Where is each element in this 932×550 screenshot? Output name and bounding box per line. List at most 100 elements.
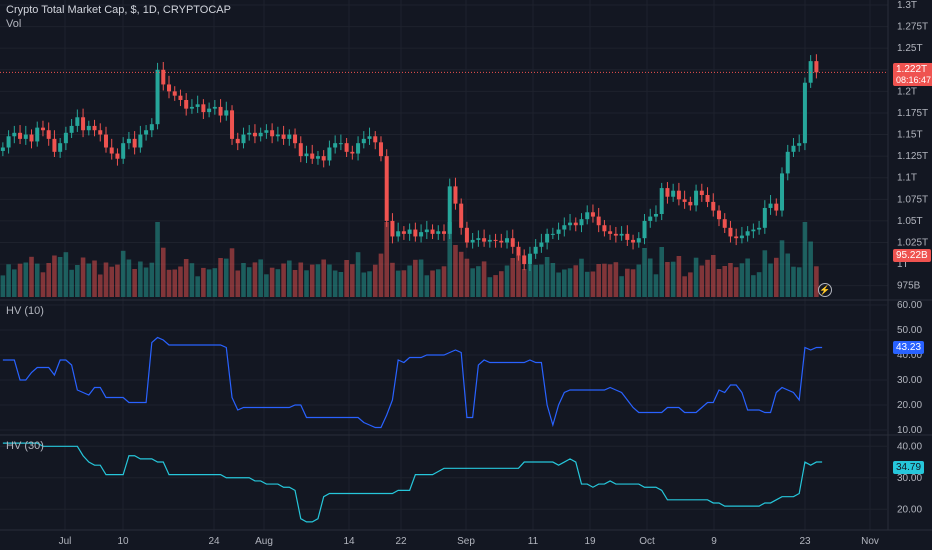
- candle-body: [212, 106, 217, 109]
- candle-body: [189, 106, 194, 109]
- candle-body: [797, 143, 802, 146]
- candle-body: [81, 117, 86, 131]
- candle-body: [648, 216, 653, 221]
- volume-bar: [52, 255, 57, 297]
- candle-body: [103, 134, 108, 148]
- candle-body: [69, 125, 74, 133]
- volume-bar: [132, 269, 137, 297]
- volume-bar: [602, 263, 607, 297]
- candle-body: [115, 153, 120, 159]
- candles: [0, 54, 888, 271]
- time-tick-label: Nov: [861, 536, 879, 547]
- volume-bar: [573, 265, 579, 297]
- hv10-tick-label: 40.00: [897, 350, 922, 361]
- candle-body: [161, 69, 166, 85]
- candle-body: [711, 201, 716, 211]
- volume-bar: [430, 270, 435, 297]
- volume-bar: [625, 268, 630, 297]
- candle-body: [12, 132, 17, 137]
- volume-bar: [378, 253, 384, 297]
- volume-bar: [745, 258, 750, 297]
- volume-bar: [590, 271, 596, 297]
- candle-body: [487, 239, 492, 242]
- candle-body: [493, 239, 498, 241]
- candle-body: [413, 229, 418, 237]
- hv30-tick-label: 20.00: [897, 504, 922, 515]
- price-tick-label: 1.075T: [897, 194, 928, 205]
- volume-bar: [6, 264, 11, 297]
- volume-bar: [688, 272, 693, 297]
- volume-bar: [527, 264, 533, 297]
- time-tick-label: 14: [343, 536, 355, 547]
- candle-body: [46, 130, 51, 139]
- volume-bar: [183, 259, 189, 297]
- volume-bar: [802, 222, 808, 297]
- volume-bar: [424, 275, 430, 297]
- candle-body: [367, 136, 372, 139]
- hv10-tick-label: 20.00: [897, 400, 922, 411]
- volume-bar: [344, 260, 349, 297]
- price-tick-label: 1.175T: [897, 108, 928, 119]
- candle-body: [321, 156, 326, 161]
- candle-body: [333, 143, 338, 148]
- candle-body: [40, 127, 45, 131]
- volume-bar: [676, 256, 682, 297]
- volume-bar: [29, 256, 34, 297]
- time-tick-label: Oct: [639, 536, 655, 547]
- volume-tag: 95.22B: [893, 249, 931, 262]
- volume-bar: [470, 268, 475, 297]
- volume-bar: [69, 269, 74, 297]
- volume-bar: [533, 264, 538, 297]
- volume-bar: [699, 265, 705, 297]
- volume-bar: [447, 222, 453, 297]
- volume-bar: [647, 258, 653, 297]
- candle-body: [499, 240, 504, 243]
- volume-bar: [550, 263, 556, 297]
- last-price-tag: 1.222T 08:16:47: [893, 63, 932, 86]
- volume-bar: [126, 259, 132, 297]
- candle-body: [98, 130, 103, 135]
- volume-bar: [309, 264, 315, 297]
- volume-bar: [281, 263, 286, 297]
- volume-bars: [0, 222, 819, 297]
- volume-bar: [579, 258, 584, 297]
- volume-bar: [390, 262, 395, 297]
- candle-body: [705, 195, 710, 202]
- volume-bar: [361, 272, 367, 297]
- hv10-tick-label: 60.00: [897, 300, 922, 311]
- candle-body: [327, 147, 332, 161]
- price-tick-label: 1T: [897, 259, 909, 270]
- price-tick-label: 1.275T: [897, 22, 928, 33]
- volume-bar: [751, 275, 756, 297]
- candle-body: [470, 239, 475, 243]
- candle-body: [18, 132, 23, 139]
- candle-body: [682, 199, 687, 202]
- candle-body: [235, 138, 240, 144]
- volume-bar: [166, 269, 172, 297]
- last-price-value: 1.222T: [896, 64, 928, 75]
- candle-body: [218, 106, 223, 116]
- volume-bar: [80, 257, 86, 297]
- volume-bar: [367, 271, 372, 297]
- volume-bar: [630, 269, 636, 297]
- volume-bar: [224, 258, 229, 297]
- candle-body: [224, 110, 229, 116]
- volume-bar: [321, 259, 326, 297]
- volume-bar: [756, 272, 762, 297]
- volume-bar: [441, 266, 447, 297]
- candle-body: [252, 132, 257, 137]
- replay-icon[interactable]: ⚡: [818, 283, 832, 297]
- volume-bar: [510, 258, 516, 297]
- candle-body: [424, 229, 429, 233]
- candle-body: [699, 190, 704, 195]
- volume-bar: [92, 260, 97, 297]
- time-tick-label: 19: [584, 536, 596, 547]
- volume-bar: [287, 260, 292, 297]
- candle-body: [293, 134, 298, 144]
- candle-body: [579, 219, 584, 226]
- volume-bar: [636, 264, 642, 297]
- volume-bar: [372, 264, 378, 297]
- volume-bar: [40, 272, 46, 297]
- candle-body: [510, 238, 515, 247]
